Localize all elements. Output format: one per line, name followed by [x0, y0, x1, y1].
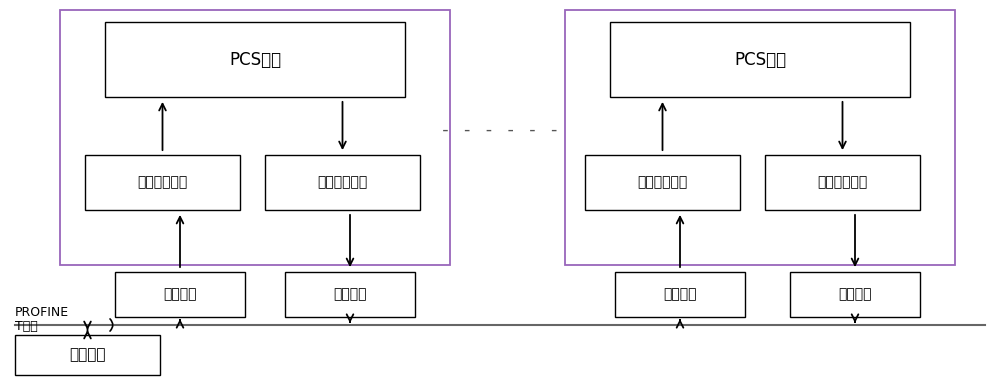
Bar [565, 10, 955, 265]
Text: PCS单元: PCS单元 [734, 51, 786, 68]
Text: 网络信息输出: 网络信息输出 [637, 176, 688, 190]
Text: 网络延时: 网络延时 [163, 288, 197, 301]
Bar [285, 272, 415, 317]
Bar [115, 272, 245, 317]
Text: 网络信息输入: 网络信息输入 [817, 176, 868, 190]
Bar [790, 272, 920, 317]
Bar [265, 155, 420, 210]
Bar [610, 22, 910, 97]
Bar [105, 22, 405, 97]
Text: 网络延时: 网络延时 [838, 288, 872, 301]
Bar [85, 155, 240, 210]
Text: 网络延时: 网络延时 [333, 288, 367, 301]
Text: 监控平台: 监控平台 [69, 347, 106, 363]
Bar [15, 335, 160, 375]
Bar [615, 272, 745, 317]
Text: PCS单元: PCS单元 [229, 51, 281, 68]
Bar [765, 155, 920, 210]
Text: PROFINE: PROFINE [15, 307, 69, 320]
Text: 网络延时: 网络延时 [663, 288, 697, 301]
Bar [60, 10, 450, 265]
Text: 网络信息输入: 网络信息输入 [317, 176, 368, 190]
Text: - - - - - -: - - - - - - [440, 121, 560, 139]
Text: 网络信息输出: 网络信息输出 [137, 176, 188, 190]
Text: T网络: T网络 [15, 320, 38, 334]
Bar [585, 155, 740, 210]
